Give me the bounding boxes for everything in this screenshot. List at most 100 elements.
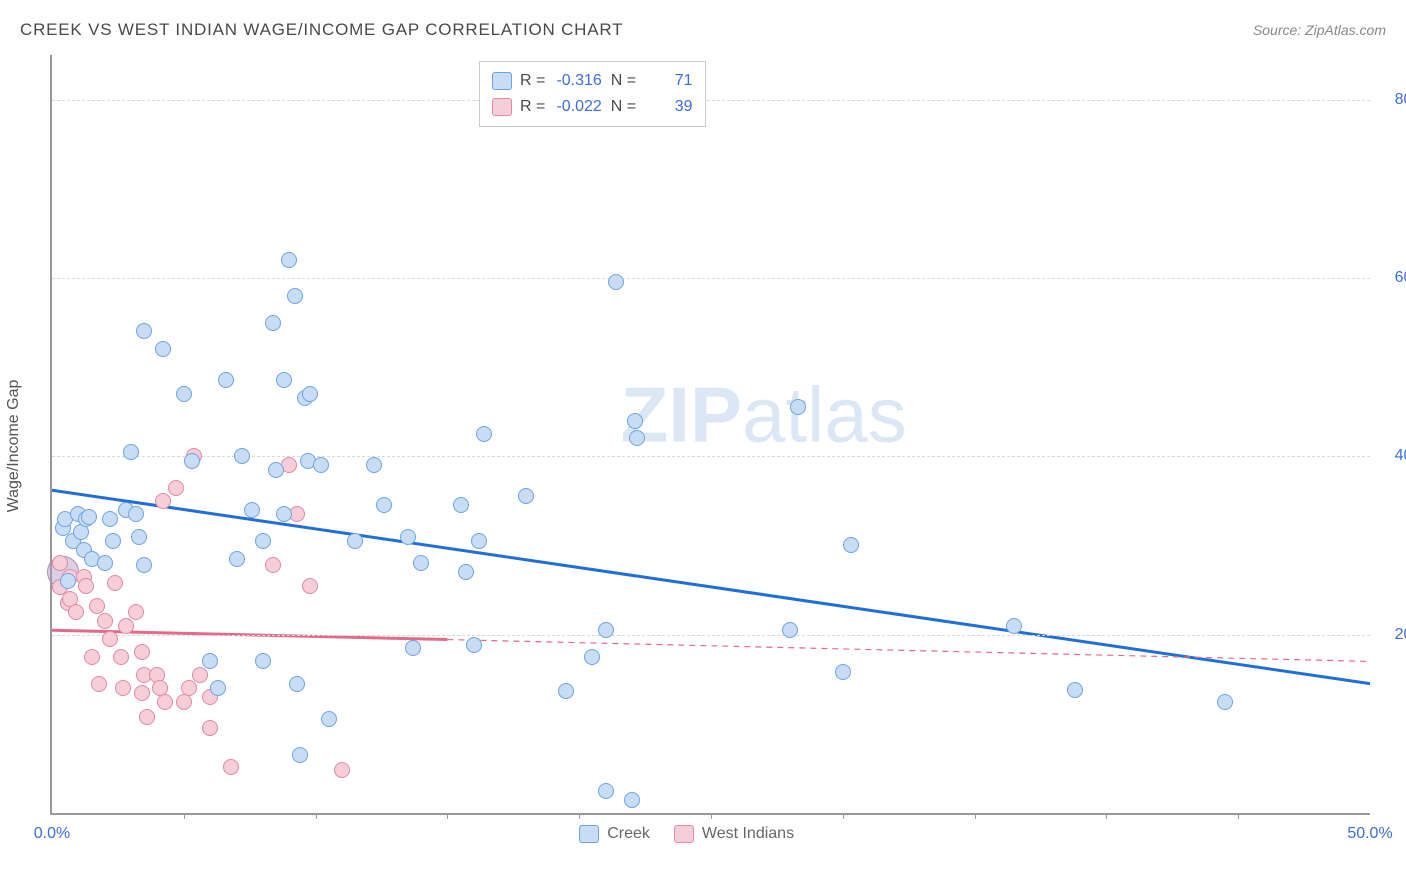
legend-item: Creek <box>579 825 650 843</box>
west-indians-point <box>97 613 113 629</box>
creek-point <box>276 372 292 388</box>
west-indians-point <box>91 676 107 692</box>
creek-point <box>558 683 574 699</box>
creek-point <box>234 448 250 464</box>
grid-line <box>52 635 1370 636</box>
creek-point <box>255 653 271 669</box>
west-indians-point <box>78 578 94 594</box>
west-indians-point <box>68 604 84 620</box>
west-indians-point <box>128 604 144 620</box>
x-tick-mark <box>184 813 185 819</box>
x-tick-mark <box>1238 813 1239 819</box>
legend-swatch <box>579 825 599 843</box>
creek-point <box>413 555 429 571</box>
west-indians-point <box>134 644 150 660</box>
legend-item: West Indians <box>674 825 794 843</box>
legend-label: West Indians <box>702 825 794 843</box>
creek-point <box>1067 682 1083 698</box>
source-attribution: Source: ZipAtlas.com <box>1253 22 1386 38</box>
y-tick-label: 60.0% <box>1380 269 1406 287</box>
creek-point <box>608 274 624 290</box>
creek-point <box>400 529 416 545</box>
x-tick-mark <box>843 813 844 819</box>
west-indians-point <box>134 685 150 701</box>
west-indians-point <box>302 578 318 594</box>
creek-point <box>244 502 260 518</box>
creek-point <box>843 537 859 553</box>
creek-point <box>255 533 271 549</box>
creek-point <box>476 426 492 442</box>
west-indians-point <box>223 759 239 775</box>
creek-point <box>1006 618 1022 634</box>
west-indians-point <box>139 709 155 725</box>
creek-point <box>128 506 144 522</box>
x-tick-mark <box>579 813 580 819</box>
y-tick-label: 20.0% <box>1380 626 1406 644</box>
creek-point <box>376 497 392 513</box>
creek-point <box>81 509 97 525</box>
creek-point <box>629 430 645 446</box>
x-tick-mark <box>711 813 712 819</box>
legend-swatch <box>492 98 512 116</box>
x-tick-label: 50.0% <box>1347 825 1392 843</box>
x-tick-mark <box>447 813 448 819</box>
creek-point <box>131 529 147 545</box>
series-legend: Creek West Indians <box>579 825 794 843</box>
west-indians-point <box>155 493 171 509</box>
legend-row: R = -0.022 N = 39 <box>492 94 692 120</box>
chart-title: CREEK VS WEST INDIAN WAGE/INCOME GAP COR… <box>20 20 623 40</box>
grid-line <box>52 100 1370 101</box>
creek-point <box>321 711 337 727</box>
creek-point <box>347 533 363 549</box>
creek-point <box>624 792 640 808</box>
west-indians-point <box>102 631 118 647</box>
creek-point <box>584 649 600 665</box>
creek-point <box>97 555 113 571</box>
creek-point <box>289 676 305 692</box>
legend-swatch <box>492 72 512 90</box>
trend-lines-layer <box>52 55 1370 813</box>
watermark: ZIPatlas <box>621 370 907 461</box>
creek-point <box>313 457 329 473</box>
west-indians-point <box>192 667 208 683</box>
creek-point <box>155 341 171 357</box>
correlation-legend: R = -0.316 N = 71 R = -0.022 N = 39 <box>479 61 705 127</box>
west-indians-point <box>115 680 131 696</box>
creek-point <box>287 288 303 304</box>
creek-point <box>405 640 421 656</box>
creek-point <box>229 551 245 567</box>
creek-point <box>268 462 284 478</box>
creek-point <box>102 511 118 527</box>
creek-point <box>184 453 200 469</box>
creek-point <box>276 506 292 522</box>
creek-point <box>136 557 152 573</box>
creek-point <box>265 315 281 331</box>
y-axis-label: Wage/Income Gap <box>5 380 23 513</box>
creek-point <box>202 653 218 669</box>
x-tick-mark <box>316 813 317 819</box>
legend-label: Creek <box>607 825 650 843</box>
west-indians-point <box>202 720 218 736</box>
creek-point <box>210 680 226 696</box>
creek-point <box>471 533 487 549</box>
creek-point <box>176 386 192 402</box>
creek-point <box>598 622 614 638</box>
creek-point <box>1217 694 1233 710</box>
west-indians-point <box>89 598 105 614</box>
west-indians-point <box>113 649 129 665</box>
creek-point <box>598 783 614 799</box>
west-indians-point <box>107 575 123 591</box>
creek-point <box>518 488 534 504</box>
creek-point <box>627 413 643 429</box>
creek-point <box>123 444 139 460</box>
west-indians-point <box>118 618 134 634</box>
creek-point <box>218 372 234 388</box>
west-indians-point <box>181 680 197 696</box>
creek-point <box>281 252 297 268</box>
x-tick-mark <box>975 813 976 819</box>
creek-point <box>466 637 482 653</box>
creek-point <box>366 457 382 473</box>
y-tick-label: 80.0% <box>1380 91 1406 109</box>
legend-row: R = -0.316 N = 71 <box>492 68 692 94</box>
creek-point <box>302 386 318 402</box>
